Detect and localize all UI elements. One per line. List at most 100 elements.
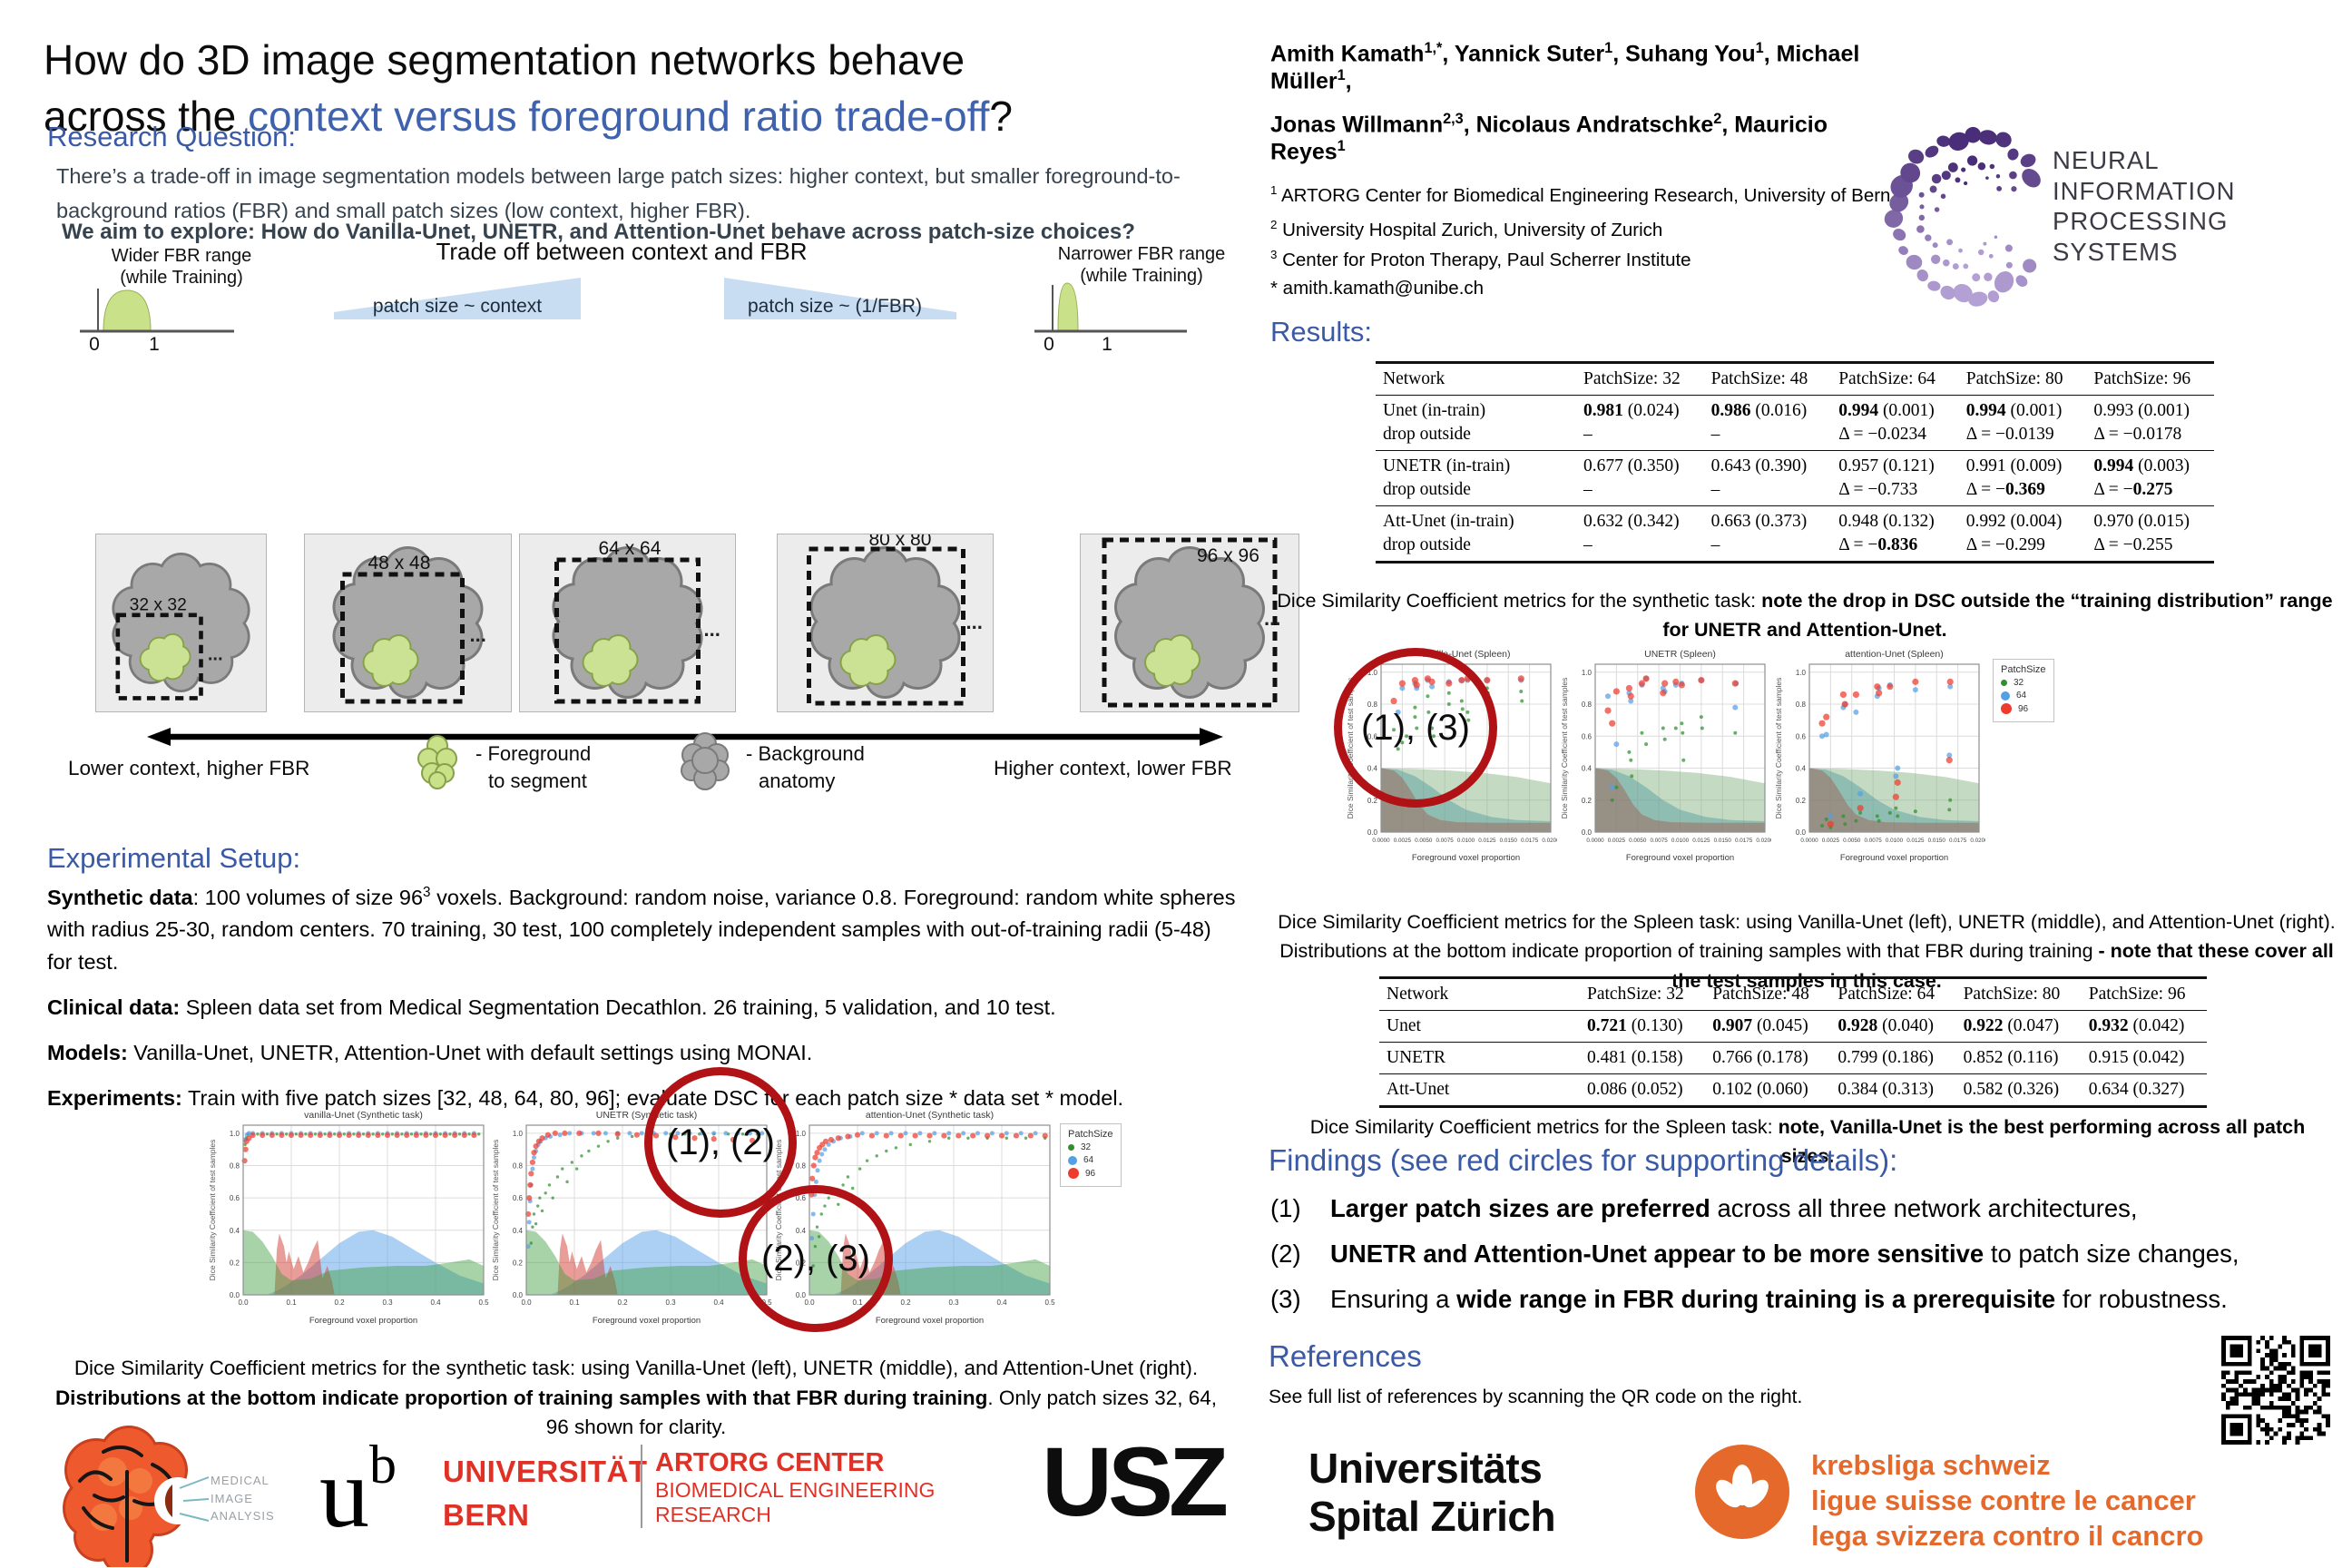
table-cell: UNETR (1387, 1048, 1446, 1067)
table-cell: Δ = −0.836 (1838, 535, 1918, 554)
svg-text:0.0025: 0.0025 (1394, 838, 1412, 844)
table-cell: 0.957 (0.121) (1838, 456, 1935, 475)
table-cell: 0.986 (0.016) (1710, 401, 1808, 420)
svg-text:0.2: 0.2 (1582, 797, 1592, 805)
krebsliga-logo-text: krebsliga schweiz ligue suisse contre le… (1811, 1448, 2203, 1553)
svg-text:0.4: 0.4 (430, 1298, 441, 1307)
table-cell: Δ = −0.733 (1838, 480, 1918, 499)
svg-text:0.4: 0.4 (1796, 765, 1807, 773)
findings-list: (1) Larger patch sizes are preferred acr… (1270, 1194, 2341, 1330)
svg-text:0.0: 0.0 (1367, 828, 1378, 837)
table-cell: 0.663 (0.373) (1710, 512, 1808, 531)
table-cell: 0.993 (0.001) (2093, 401, 2190, 420)
table-cell: 0.928 (0.040) (1838, 1016, 1934, 1035)
spleen-results-table: Network PatchSize: 32 PatchSize: 48 PatchSi… (1379, 976, 2207, 1108)
table-header: PatchSize: 48 (1705, 977, 1831, 1011)
finding-item-1: (1) Larger patch sizes are preferred acr… (1270, 1194, 2341, 1223)
clinical-data-paragraph: Clinical data: Spleen data set from Medi… (47, 995, 1056, 1019)
table-cell: – (1710, 480, 1720, 499)
medical-image-analysis-logo-icon (63, 1426, 210, 1567)
table-cell: 0.721 (0.130) (1587, 1016, 1683, 1035)
svg-text:0.3: 0.3 (382, 1298, 393, 1307)
artorg-line3: RESEARCH (655, 1503, 771, 1526)
svg-text:0.2: 0.2 (1367, 797, 1378, 805)
svg-text:0.0125: 0.0125 (1478, 838, 1496, 844)
foreground-legend-line1: - Foreground (475, 742, 592, 765)
table-cell: 0.643 (0.390) (1710, 456, 1808, 475)
spleen-plots-caption: Dice Similarity Coefficient metrics for … (1278, 911, 2336, 992)
experimental-setup-text: Synthetic data: 100 volumes of size 963 … (47, 882, 1236, 1129)
foreground-blob-icon (417, 735, 457, 789)
legend-entry: 32 (2001, 678, 2046, 688)
mia-line1: MEDICAL (211, 1474, 270, 1487)
chart-svg: UNETR (Spleen) Foreground voxel proportio… (1560, 649, 1774, 863)
table-cell: UNETR (in-train) (1383, 456, 1511, 475)
usz-line2: Spital Zürich (1308, 1492, 1556, 1540)
table-cell: 0.582 (0.326) (1963, 1080, 2060, 1099)
svg-text:Foreground voxel proportion: Foreground voxel proportion (876, 1316, 984, 1326)
panel-illustration: 96 x 96... (1102, 537, 1280, 708)
table-row: drop outside – – Δ = −0.0234 Δ = −0.0139 Δ = … (1376, 423, 2214, 451)
table-cell: 0.932 (0.042) (2088, 1016, 2185, 1035)
svg-text:1.0: 1.0 (1582, 669, 1592, 677)
research-question-text: There’s a trade-off in image segmentatio… (56, 164, 1181, 222)
poster-title-line2: across the context versus foreground rat… (44, 92, 1013, 140)
svg-text:Foreground voxel proportion: Foreground voxel proportion (1840, 853, 1948, 863)
usz-line1: Universitäts (1308, 1445, 1543, 1492)
svg-text:0.8: 0.8 (513, 1162, 524, 1171)
svg-text:0.0150: 0.0150 (1714, 838, 1732, 844)
finding-text: Ensuring a wide range in FBR during trai… (1330, 1285, 2228, 1313)
svg-text:0.0025: 0.0025 (1822, 838, 1840, 844)
svg-text:0.0: 0.0 (1582, 828, 1592, 837)
svg-text:0.0: 0.0 (513, 1291, 524, 1299)
results-heading: Results: (1270, 316, 1372, 348)
table-cell: Δ = −0.0178 (2093, 425, 2182, 444)
annotation-label: (2), (3) (761, 1238, 870, 1279)
krebsliga-line2: ligue suisse contre le cancer (1811, 1484, 2196, 1516)
table-cell: Att-Unet (in-train) (1383, 512, 1514, 531)
background-legend-line2: anatomy (759, 769, 836, 792)
table-header: Network (1376, 362, 1576, 396)
svg-text:Foreground voxel proportion: Foreground voxel proportion (593, 1316, 701, 1326)
table-cell: Δ = −0.0139 (1965, 425, 2054, 444)
table-cell: 0.384 (0.313) (1838, 1080, 1934, 1099)
table-cell: drop outside (1383, 480, 1471, 499)
svg-text:0.2: 0.2 (230, 1259, 240, 1267)
svg-text:0.4: 0.4 (513, 1227, 524, 1235)
svg-text:0.0: 0.0 (238, 1298, 249, 1307)
svg-text:0.6: 0.6 (1796, 732, 1807, 740)
svg-text:0.0100: 0.0100 (1671, 838, 1690, 844)
svg-text:1.0: 1.0 (796, 1130, 807, 1138)
unibe-line2: BERN (443, 1497, 530, 1532)
red-circle-annotation-1-2: (1), (2) (644, 1067, 797, 1218)
table-header: PatchSize: 80 (1958, 362, 2087, 396)
table-cell: 0.766 (0.178) (1712, 1048, 1808, 1067)
synthetic-data-paragraph: Synthetic data: 100 volumes of size 963 … (47, 885, 1236, 974)
svg-text:attention-Unet (Synthetic task: attention-Unet (Synthetic task) (866, 1110, 994, 1121)
svg-text:0.0075: 0.0075 (1436, 838, 1454, 844)
svg-text:0.3: 0.3 (665, 1298, 676, 1307)
svg-text:1.0: 1.0 (1796, 669, 1807, 677)
svg-text:UNETR (Spleen): UNETR (Spleen) (1644, 649, 1716, 660)
table-cell: – (1710, 425, 1720, 444)
svg-text:0.0000: 0.0000 (1586, 838, 1604, 844)
svg-text:Foreground voxel proportion: Foreground voxel proportion (1412, 853, 1520, 863)
authors-line-1: Amith Kamath1,*, Yannick Suter1, Suhang … (1270, 40, 1860, 94)
narrow-distribution-shape (1057, 282, 1079, 332)
artorg-wordmark: ARTORG CENTER BIOMEDICAL ENGINEERING RES… (655, 1448, 935, 1527)
table-cell: – (1583, 425, 1592, 444)
krebsliga-logo-icon (1695, 1445, 1789, 1539)
chart-unetr-spleen: UNETR (Spleen) Foreground voxel proportio… (1559, 646, 1774, 864)
table-header: PatchSize: 64 (1831, 362, 1959, 396)
medical-image-analysis-logo-text: MEDICAL IMAGE ANALYSIS (211, 1472, 275, 1525)
patch-panel-32: 32 x 32... (95, 534, 267, 712)
svg-text:Dice Similarity Coefficient of: Dice Similarity Coefficient of test samp… (491, 1140, 500, 1281)
svg-text:0.0050: 0.0050 (1843, 838, 1861, 844)
svg-text:0.2: 0.2 (334, 1298, 345, 1307)
svg-text:0.0050: 0.0050 (1415, 838, 1433, 844)
logo-divider (641, 1445, 642, 1528)
svg-text:0.0: 0.0 (230, 1291, 240, 1299)
narrower-fbr-mini-plot: Narrower FBR range (while Training) 0 1 (1034, 244, 1225, 352)
triangle-shape (334, 278, 581, 319)
